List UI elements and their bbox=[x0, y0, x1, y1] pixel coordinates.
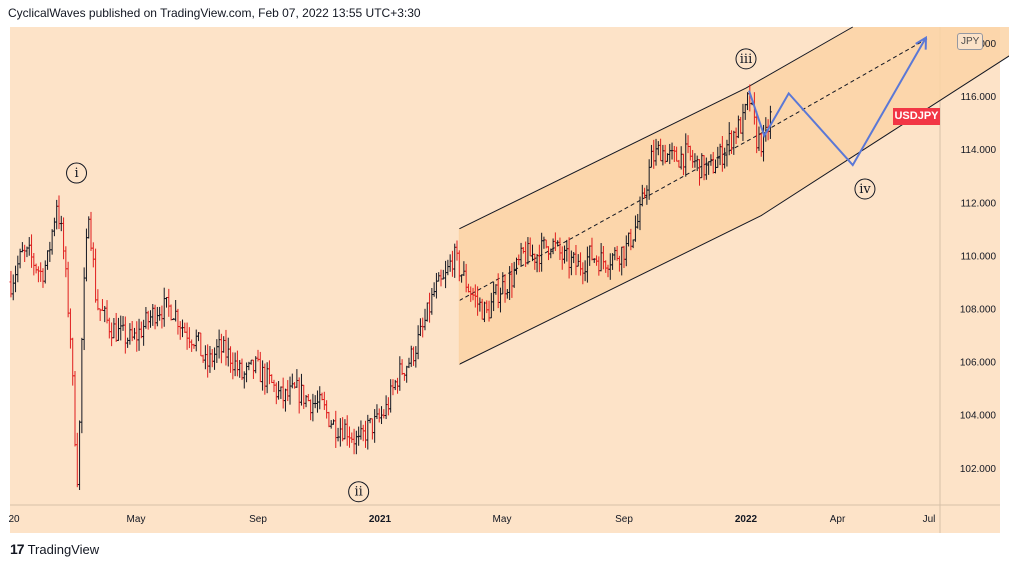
x-tick-label: May bbox=[127, 514, 146, 525]
price-bar bbox=[768, 105, 772, 139]
y-tick-label: 110.000 bbox=[961, 251, 997, 262]
y-tick-label: 116.000 bbox=[961, 92, 997, 103]
channel-fill bbox=[459, 27, 1009, 365]
svg-text:i: i bbox=[74, 166, 78, 181]
x-tick-label: Sep bbox=[249, 514, 267, 525]
axis-background bbox=[940, 27, 1000, 505]
x-tick-label: 20 bbox=[8, 514, 20, 525]
tradingview-brand: TradingView bbox=[27, 541, 100, 557]
y-tick-label: 108.000 bbox=[960, 304, 997, 315]
x-tick-label: May bbox=[493, 514, 512, 525]
projection-arrowhead bbox=[915, 35, 927, 50]
currency-badge[interactable]: JPY bbox=[957, 33, 984, 50]
publisher-header: CyclicalWaves published on TradingView.c… bbox=[8, 6, 421, 20]
tradingview-logo-icon: 17 bbox=[10, 541, 25, 557]
svg-text:iv: iv bbox=[859, 182, 871, 197]
x-tick-label: 2021 bbox=[369, 514, 392, 525]
wave-label-ii[interactable]: ii bbox=[348, 481, 370, 503]
y-tick-label: 104.000 bbox=[960, 411, 997, 422]
y-tick-label: 106.000 bbox=[960, 358, 997, 369]
svg-text:ii: ii bbox=[354, 485, 362, 500]
wave-label-i[interactable]: i bbox=[66, 162, 88, 184]
channel-lower-line bbox=[459, 55, 1009, 365]
tradingview-footer[interactable]: 17 TradingView bbox=[10, 541, 99, 557]
x-tick-label: Jul bbox=[923, 514, 936, 525]
wave-projection-path bbox=[748, 37, 927, 167]
channel-upper-line bbox=[459, 26, 853, 230]
y-tick-label: 112.000 bbox=[961, 198, 997, 209]
y-tick-label: 114.000 bbox=[961, 145, 997, 156]
x-tick-label: Sep bbox=[615, 514, 633, 525]
wave-label-iv[interactable]: iv bbox=[854, 178, 876, 200]
wave-label-iii[interactable]: iii bbox=[735, 48, 757, 70]
y-tick-label: 102.000 bbox=[960, 464, 997, 475]
svg-text:iii: iii bbox=[740, 52, 752, 67]
symbol-price-badge: USDJPY bbox=[893, 108, 940, 125]
time-axis-background bbox=[10, 505, 1000, 533]
x-tick-label: Apr bbox=[830, 514, 846, 525]
x-tick-label: 2022 bbox=[735, 514, 758, 525]
